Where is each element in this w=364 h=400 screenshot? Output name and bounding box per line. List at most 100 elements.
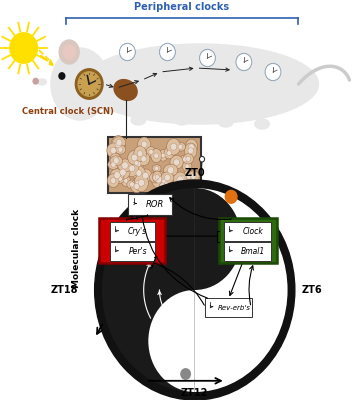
Circle shape (175, 182, 180, 187)
Ellipse shape (159, 182, 168, 193)
Circle shape (162, 185, 166, 190)
Circle shape (181, 369, 190, 379)
Ellipse shape (116, 166, 130, 179)
Text: ZT6: ZT6 (301, 285, 322, 295)
Ellipse shape (164, 147, 174, 159)
Circle shape (136, 170, 142, 176)
FancyBboxPatch shape (110, 242, 155, 261)
Ellipse shape (187, 171, 199, 182)
Ellipse shape (131, 180, 143, 193)
Ellipse shape (146, 147, 156, 157)
Text: ROR: ROR (146, 200, 165, 209)
Ellipse shape (162, 178, 171, 190)
Ellipse shape (185, 139, 198, 155)
Ellipse shape (161, 172, 174, 184)
Text: ZT0: ZT0 (185, 168, 205, 178)
Text: Central clock (SCN): Central clock (SCN) (22, 107, 114, 116)
FancyBboxPatch shape (224, 242, 271, 261)
Ellipse shape (150, 172, 162, 183)
Ellipse shape (112, 137, 126, 148)
Circle shape (199, 49, 215, 67)
Ellipse shape (115, 145, 126, 154)
Circle shape (174, 159, 179, 166)
FancyBboxPatch shape (219, 218, 277, 263)
Text: Bmal1: Bmal1 (241, 247, 265, 256)
Ellipse shape (108, 160, 119, 170)
Wedge shape (195, 188, 241, 290)
Circle shape (111, 178, 116, 184)
Ellipse shape (255, 119, 269, 129)
Ellipse shape (218, 117, 233, 127)
Wedge shape (149, 290, 195, 392)
Circle shape (129, 165, 135, 172)
Ellipse shape (129, 152, 140, 163)
Text: Peripheral clocks: Peripheral clocks (134, 2, 230, 12)
Circle shape (121, 45, 134, 59)
Ellipse shape (159, 150, 167, 161)
Wedge shape (102, 188, 195, 392)
Ellipse shape (132, 166, 145, 180)
Circle shape (155, 174, 159, 179)
Circle shape (153, 174, 159, 181)
Circle shape (161, 153, 165, 158)
Ellipse shape (182, 161, 192, 172)
Ellipse shape (173, 172, 187, 187)
Ellipse shape (119, 160, 127, 171)
Circle shape (180, 176, 185, 181)
Circle shape (159, 43, 175, 61)
Circle shape (154, 153, 159, 158)
Circle shape (130, 182, 134, 187)
Circle shape (138, 179, 145, 186)
Circle shape (136, 161, 141, 167)
Ellipse shape (110, 153, 121, 164)
Ellipse shape (118, 159, 132, 172)
FancyBboxPatch shape (110, 222, 155, 241)
Ellipse shape (178, 174, 187, 182)
Ellipse shape (59, 40, 79, 64)
Circle shape (142, 172, 149, 179)
Circle shape (118, 147, 123, 152)
Circle shape (119, 43, 135, 61)
Wedge shape (195, 188, 288, 392)
Circle shape (188, 148, 194, 154)
Circle shape (225, 190, 237, 203)
Circle shape (78, 72, 100, 96)
Circle shape (114, 158, 119, 164)
Circle shape (75, 69, 103, 99)
Ellipse shape (37, 79, 47, 85)
Circle shape (167, 150, 171, 156)
Ellipse shape (96, 60, 126, 112)
Ellipse shape (167, 138, 181, 155)
Circle shape (110, 147, 116, 154)
Ellipse shape (128, 150, 141, 165)
Ellipse shape (110, 169, 124, 182)
Ellipse shape (63, 45, 75, 59)
Circle shape (178, 144, 183, 149)
Circle shape (141, 141, 147, 148)
Ellipse shape (175, 142, 186, 151)
Ellipse shape (134, 174, 149, 192)
Circle shape (111, 162, 116, 167)
FancyBboxPatch shape (205, 298, 252, 317)
Ellipse shape (138, 137, 151, 152)
Ellipse shape (183, 170, 194, 183)
Circle shape (162, 179, 166, 184)
Circle shape (201, 51, 214, 65)
Ellipse shape (180, 155, 190, 164)
Circle shape (236, 53, 252, 71)
Circle shape (116, 139, 122, 146)
Circle shape (165, 182, 169, 186)
Ellipse shape (132, 177, 145, 190)
Ellipse shape (114, 80, 137, 100)
Circle shape (33, 78, 38, 84)
Circle shape (155, 166, 159, 170)
Text: Clock: Clock (243, 227, 264, 236)
FancyBboxPatch shape (224, 222, 271, 241)
Ellipse shape (131, 115, 146, 125)
Ellipse shape (159, 176, 169, 187)
Circle shape (177, 176, 183, 183)
Circle shape (141, 156, 146, 162)
Ellipse shape (51, 48, 109, 120)
Circle shape (167, 167, 174, 174)
Circle shape (160, 183, 165, 189)
